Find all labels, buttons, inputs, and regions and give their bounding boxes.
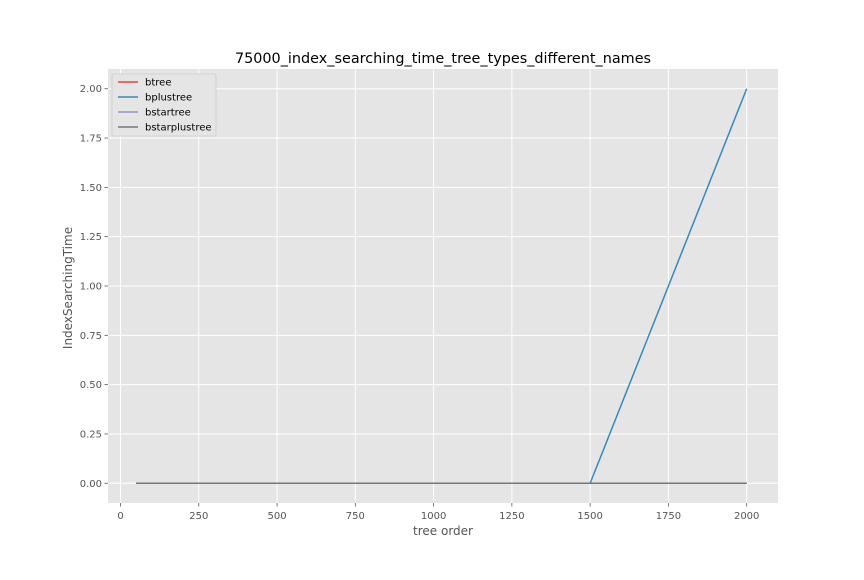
y-tick-label: 0.00: [80, 479, 102, 490]
y-tick-label: 1.50: [80, 183, 102, 194]
x-tick-label: 250: [189, 511, 208, 522]
x-tick-label: 0: [117, 511, 123, 522]
x-tick-label: 2000: [734, 511, 759, 522]
y-tick-label: 0.75: [80, 331, 102, 342]
legend-box: [111, 73, 217, 137]
legend-label-bplustree: bplustree: [145, 93, 192, 104]
y-tick-label: 0.50: [80, 380, 102, 391]
y-tick-label: 1.00: [80, 282, 102, 293]
y-tick-label: 1.75: [80, 134, 102, 145]
x-tick-label: 1750: [656, 511, 681, 522]
chart-title: 75000_index_searching_time_tree_types_di…: [235, 51, 651, 67]
x-axis-label: tree order: [413, 524, 473, 538]
legend-label-bstartree: bstartree: [145, 108, 191, 119]
legend: btree bplustree bstartree bstarplustree: [111, 73, 217, 137]
x-tick-label: 1500: [577, 511, 602, 522]
x-tick-label: 500: [268, 511, 287, 522]
y-tick-label: 0.25: [80, 429, 102, 440]
x-tick-label: 1250: [499, 511, 524, 522]
legend-label-btree: btree: [145, 78, 171, 89]
x-axis-ticks: 0 250 500 750 1000 1250 1500 1750 2000: [117, 503, 759, 522]
x-tick-label: 750: [346, 511, 365, 522]
y-tick-label: 2.00: [80, 84, 102, 95]
y-tick-label: 1.25: [80, 232, 102, 243]
series-layer: [136, 88, 748, 485]
legend-label-bstarplustree: bstarplustree: [145, 123, 212, 134]
y-axis-label: IndexSearchingTime: [61, 227, 75, 349]
y-axis-ticks: 0.00 0.25 0.50 0.75 1.00 1.25 1.50 1.75 2.00: [80, 84, 108, 490]
x-tick-label: 1000: [421, 511, 446, 522]
